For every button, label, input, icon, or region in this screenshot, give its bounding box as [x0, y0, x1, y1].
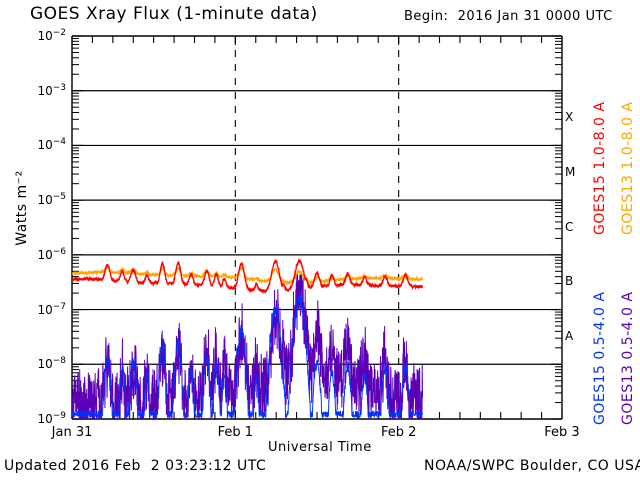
y-tick-label: 10−5	[37, 192, 66, 208]
y-tick-label: 10−4	[37, 137, 66, 153]
series-goes15-short	[72, 293, 423, 419]
x-tick-label: Feb 3	[544, 425, 580, 440]
y-tick-label: 10−6	[37, 246, 66, 262]
legend-label-1: GOES13 1.0-8.0 A	[620, 101, 636, 235]
legend-label-3: GOES13 0.5-4.0 A	[620, 291, 636, 425]
flare-class-x: X	[565, 110, 574, 125]
flare-class-b: B	[565, 274, 574, 289]
legend-label-0: GOES15 1.0-8.0 A	[592, 101, 608, 235]
x-tick-label: Feb 2	[380, 425, 417, 440]
y-tick-label: 10−7	[37, 301, 66, 317]
flare-class-m: M	[565, 164, 576, 179]
series-goes13-long	[72, 264, 424, 286]
flare-class-a: A	[565, 328, 574, 343]
credit-label: NOAA/SWPC Boulder, CO USA	[424, 458, 640, 474]
x-tick-label: Jan 31	[51, 425, 93, 440]
y-tick-label: 10−8	[37, 356, 66, 372]
series-goes13-short	[72, 270, 423, 419]
y-tick-label: 10−9	[37, 411, 66, 426]
updated-timestamp: Updated 2016 Feb 2 03:23:12 UTC	[4, 458, 267, 474]
legend-label-2: GOES15 0.5-4.0 A	[592, 291, 608, 425]
y-tick-label: 10−3	[37, 82, 66, 98]
y-tick-label: 10−2	[37, 28, 66, 43]
x-axis-label: Universal Time	[268, 440, 372, 455]
series-goes15-long	[72, 257, 423, 295]
begin-time-label: Begin: 2016 Jan 31 0000 UTC	[404, 9, 613, 24]
page-title: GOES Xray Flux (1-minute data)	[30, 4, 318, 24]
x-tick-label: Feb 1	[217, 425, 254, 440]
flare-class-c: C	[565, 219, 574, 234]
